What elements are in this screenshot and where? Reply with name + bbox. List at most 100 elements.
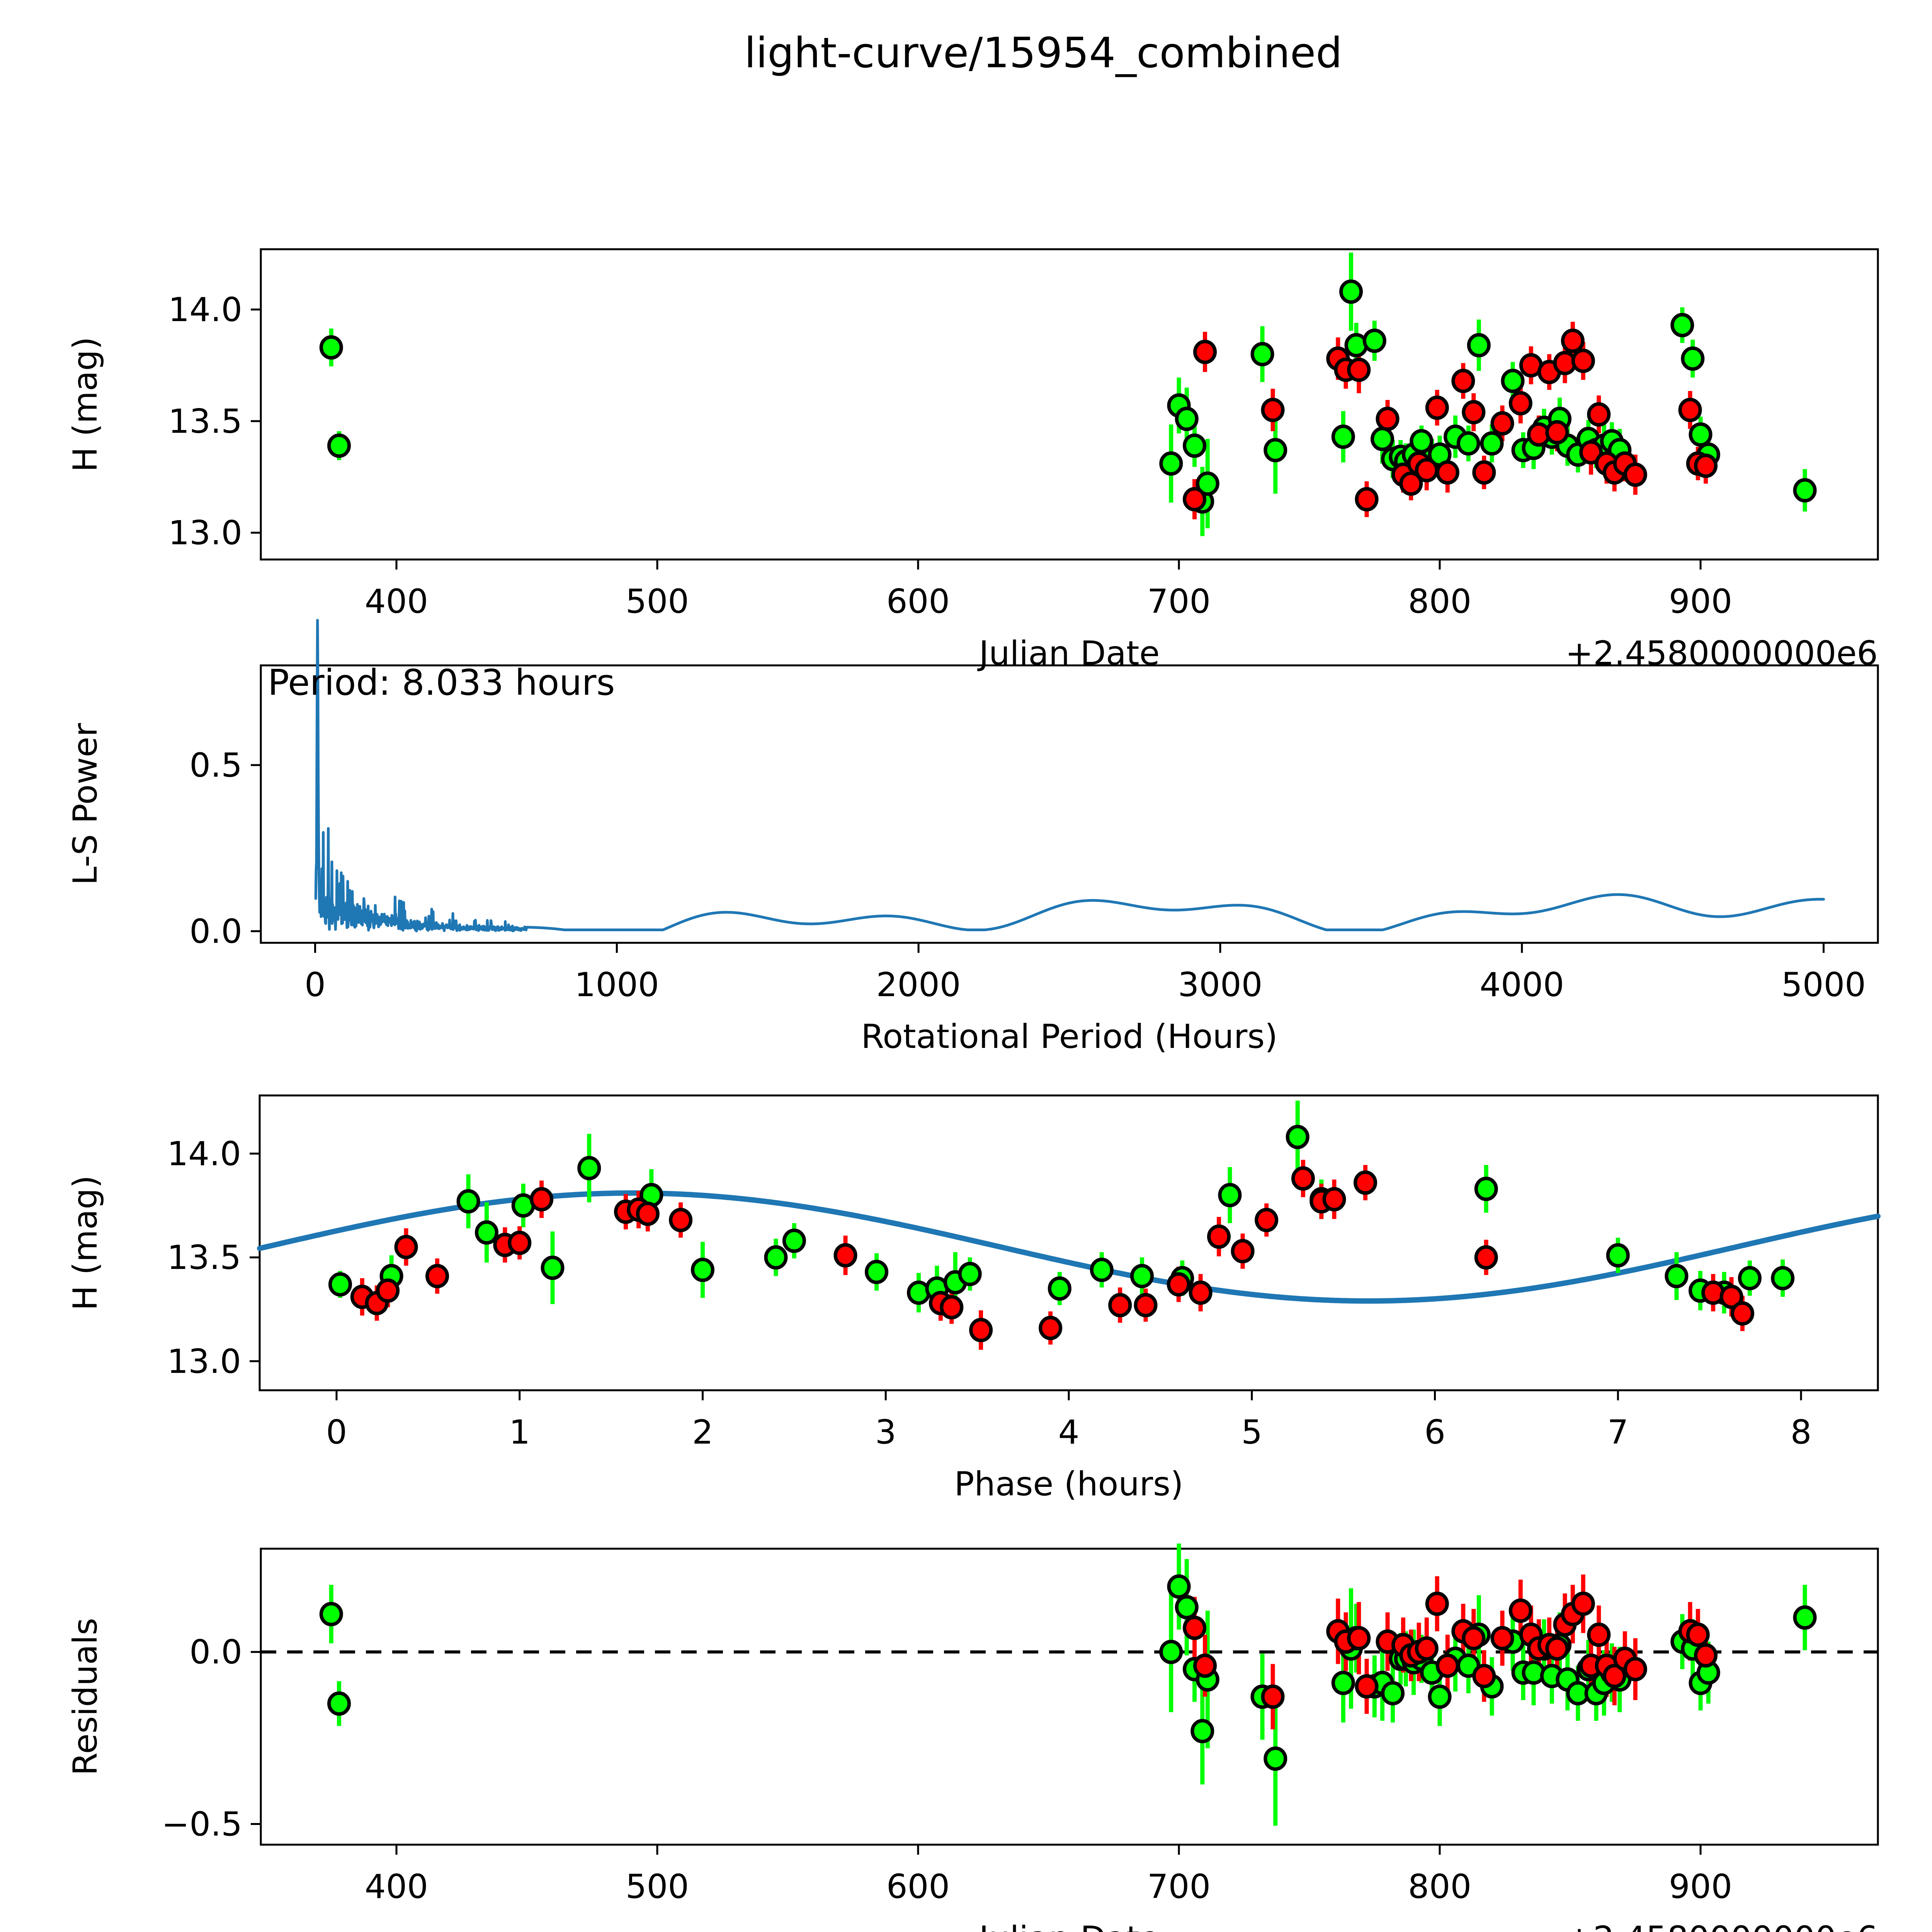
data-point <box>1250 342 1274 367</box>
residuals-x-tick-label: 700 <box>1147 1867 1211 1906</box>
data-point <box>1490 411 1514 436</box>
data-point <box>1189 1280 1213 1305</box>
data-point <box>782 1228 806 1253</box>
data-point <box>1218 1183 1242 1208</box>
data-point <box>1048 1276 1071 1301</box>
phase-folded-x-tick-label: 8 <box>1791 1413 1812 1452</box>
data-point <box>328 1272 352 1297</box>
data-point <box>1462 400 1486 425</box>
phase-folded-canvas: 0 1 2 3 4 5 6 7 8 14.0 13.5 13.0 Phase (hours) H (mag… <box>66 1094 1881 1503</box>
phase-folded-y-axis-label: H (mag) <box>66 1175 105 1310</box>
data-point <box>1501 369 1525 393</box>
data-point <box>1480 431 1504 456</box>
data-point <box>1509 1598 1532 1623</box>
data-point <box>1462 1626 1486 1651</box>
data-point <box>1134 1293 1158 1318</box>
data-point <box>1322 1187 1346 1212</box>
data-point <box>969 1318 993 1342</box>
data-point <box>1602 1664 1626 1689</box>
data-point <box>1371 427 1394 451</box>
data-point <box>327 433 351 458</box>
data-point <box>1159 1639 1183 1664</box>
data-point <box>1415 1636 1439 1661</box>
data-point <box>1159 451 1183 476</box>
data-point <box>1738 1266 1762 1291</box>
light-curve-points-green <box>319 279 1817 514</box>
panel-residuals: 400 500 600 700 800 900 0.0 −0.5 Julian Date Resi… <box>0 1519 1932 1932</box>
data-point <box>541 1255 565 1280</box>
periodogram-y-tick-label: 0.0 <box>189 912 242 951</box>
data-point <box>833 1243 857 1268</box>
phase-folded-x-tick-label: 4 <box>1058 1413 1080 1452</box>
data-point <box>1545 1636 1569 1661</box>
light-curve-y-tick-label: 13.5 <box>168 402 242 441</box>
data-point <box>1579 440 1603 465</box>
data-point <box>1264 1746 1287 1771</box>
data-point <box>1425 1592 1449 1616</box>
periodogram-x-tick-label: 1000 <box>575 966 659 1004</box>
data-point <box>1719 1284 1743 1309</box>
phase-folded-y-tick-label: 13.0 <box>167 1342 241 1381</box>
periodogram-power-curve <box>314 619 1825 932</box>
periodogram-x-axis-label: Rotational Period (Hours) <box>861 1017 1277 1056</box>
data-point <box>1264 438 1287 463</box>
data-point <box>1686 1622 1710 1647</box>
light-curve-points-red <box>1183 328 1718 512</box>
data-point <box>1456 431 1480 456</box>
data-point <box>1606 1243 1630 1268</box>
phase-folded-x-tick-label: 7 <box>1607 1413 1629 1452</box>
data-point <box>1261 398 1285 422</box>
data-point <box>1399 471 1423 496</box>
light-curve-x-tick-label: 500 <box>626 582 689 621</box>
residuals-canvas: 400 500 600 700 800 900 0.0 −0.5 Julian Date Resi… <box>66 1543 1879 1932</box>
data-point <box>376 1278 400 1303</box>
phase-folded-x-tick-label: 0 <box>326 1413 347 1452</box>
residuals-points-red <box>1183 1592 1718 1709</box>
periodogram-y-tick-label: 0.5 <box>189 746 242 785</box>
residuals-y-tick-label: −0.5 <box>162 1805 242 1844</box>
data-point <box>1451 369 1475 393</box>
panel-light-curve: 400 500 600 700 800 900 14.0 13.5 13.0 Julian Dat… <box>0 216 1932 673</box>
data-point <box>1561 328 1585 353</box>
data-point <box>1472 1664 1496 1689</box>
data-point <box>508 1231 532 1255</box>
periodogram-x-tick-label: 5000 <box>1781 966 1866 1004</box>
data-point <box>1175 406 1199 431</box>
data-point <box>1376 406 1400 431</box>
data-point <box>1108 1293 1132 1318</box>
data-point <box>1130 1264 1154 1288</box>
data-point <box>1291 1166 1315 1191</box>
data-point <box>1190 1719 1214 1743</box>
data-point <box>865 1260 889 1284</box>
data-point <box>1193 340 1217 364</box>
data-point <box>958 1262 982 1286</box>
data-point <box>327 1691 351 1716</box>
data-point <box>1347 357 1371 382</box>
data-point <box>764 1245 788 1270</box>
light-curve-x-tick-label: 900 <box>1669 582 1732 621</box>
phase-folded-x-tick-label: 1 <box>509 1413 530 1452</box>
periodogram-x-tick-label: 4000 <box>1480 966 1564 1004</box>
data-point <box>1207 1224 1231 1249</box>
data-point <box>1587 1622 1611 1647</box>
data-point <box>1571 1592 1595 1616</box>
data-point <box>1355 487 1379 512</box>
periodogram-period-annotation: Period: 8.033 hours <box>268 662 615 703</box>
periodogram-x-tick-label: 2000 <box>876 966 961 1004</box>
residuals-x-tick-label: 500 <box>626 1867 689 1906</box>
data-point <box>1415 458 1439 483</box>
light-curve-y-tick-label: 13.0 <box>168 514 242 553</box>
data-point <box>1381 1681 1405 1706</box>
phase-folded-y-tick-label: 14.0 <box>167 1134 241 1173</box>
data-point <box>1286 1124 1310 1149</box>
residuals-x-tick-label: 900 <box>1669 1867 1732 1906</box>
periodogram-y-axis-label: L-S Power <box>66 723 105 885</box>
data-point <box>1509 391 1532 416</box>
light-curve-y-axis-label: H (mag) <box>66 337 105 472</box>
phase-folded-points-green <box>328 1124 1795 1305</box>
data-point <box>1353 1170 1377 1195</box>
data-point <box>1183 487 1206 512</box>
data-point <box>1175 1595 1199 1619</box>
data-point <box>394 1235 418 1259</box>
